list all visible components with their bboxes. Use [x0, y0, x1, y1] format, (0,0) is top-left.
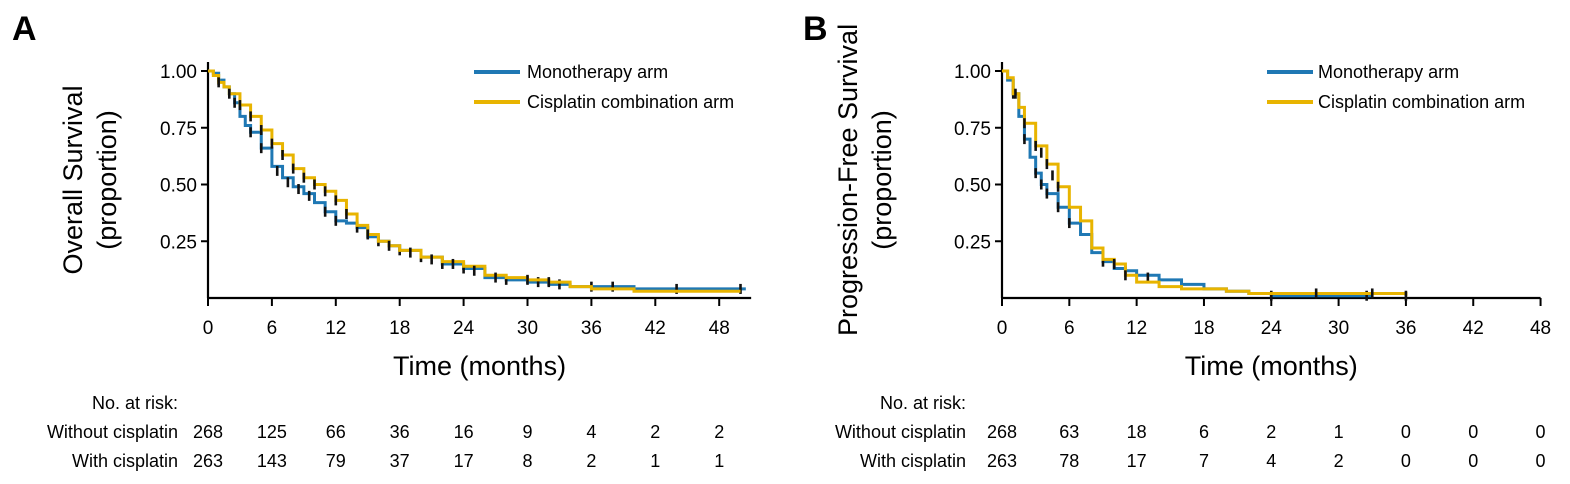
risk-value: 125	[257, 422, 287, 442]
x-axis-label: Time (months)	[1185, 351, 1358, 381]
x-tick-label: 42	[1463, 318, 1484, 339]
risk-value: 0	[1468, 422, 1478, 442]
risk-value: 0	[1536, 422, 1546, 442]
legend-label: Cisplatin combination arm	[527, 92, 734, 112]
risk-value: 18	[1127, 422, 1147, 442]
risk-row-label: With cisplatin	[72, 451, 178, 471]
risk-value: 17	[1127, 451, 1147, 471]
x-tick-label: 6	[267, 318, 278, 339]
risk-value: 268	[193, 422, 223, 442]
x-tick-label: 12	[1126, 318, 1147, 339]
risk-row-label: With cisplatin	[860, 451, 966, 471]
legend-label: Monotherapy arm	[1318, 62, 1459, 82]
x-tick-label: 30	[517, 318, 538, 339]
risk-value: 143	[257, 451, 287, 471]
legend-label: Cisplatin combination arm	[1318, 92, 1525, 112]
y-tick-label: 0.25	[160, 232, 197, 253]
y-axis-label-line: (proportion)	[92, 110, 122, 250]
x-tick-label: 0	[203, 318, 214, 339]
risk-row-label: Without cisplatin	[47, 422, 178, 442]
panel-letter-a: A	[12, 10, 37, 48]
risk-value: 0	[1401, 451, 1411, 471]
risk-value: 4	[1266, 451, 1276, 471]
risk-value: 36	[390, 422, 410, 442]
y-tick-label: 0.75	[954, 119, 991, 140]
x-tick-label: 6	[1064, 318, 1075, 339]
risk-value: 2	[1266, 422, 1276, 442]
y-axis-label-line: Overall Survival	[58, 85, 88, 274]
legend-label: Monotherapy arm	[527, 62, 668, 82]
risk-row-label: Without cisplatin	[835, 422, 966, 442]
risk-value: 66	[326, 422, 346, 442]
risk-value: 2	[714, 422, 724, 442]
risk-value: 37	[390, 451, 410, 471]
risk-value: 9	[522, 422, 532, 442]
y-tick-label: 0.75	[160, 119, 197, 140]
risk-table-header: No. at risk:	[880, 393, 966, 413]
x-tick-label: 18	[1193, 318, 1214, 339]
y-axis-label: Progression-Free Survival (proportion)	[833, 24, 897, 336]
x-tick-label: 36	[581, 318, 602, 339]
y-axis-label-line: Progression-Free Survival	[833, 24, 863, 336]
y-tick-label: 1.00	[954, 62, 991, 83]
x-tick-label: 48	[1530, 318, 1551, 339]
risk-value: 0	[1536, 451, 1546, 471]
risk-value: 1	[714, 451, 724, 471]
risk-value: 0	[1468, 451, 1478, 471]
risk-value: 7	[1199, 451, 1209, 471]
km-curve-cisplatin	[1002, 69, 1408, 296]
x-tick-label: 18	[389, 318, 410, 339]
x-tick-label: 36	[1395, 318, 1416, 339]
x-axis-label: Time (months)	[393, 351, 566, 381]
risk-value: 16	[454, 422, 474, 442]
risk-value: 0	[1401, 422, 1411, 442]
x-tick-label: 24	[453, 318, 475, 339]
risk-value: 2	[586, 451, 596, 471]
risk-value: 79	[326, 451, 346, 471]
x-tick-label: 48	[709, 318, 730, 339]
y-tick-label: 0.50	[160, 176, 197, 197]
risk-value: 263	[193, 451, 223, 471]
y-axis-label: Overall Survival (proportion)	[58, 85, 122, 274]
risk-value: 63	[1059, 422, 1079, 442]
risk-value: 4	[586, 422, 596, 442]
risk-value: 263	[987, 451, 1017, 471]
km-curve-cisplatin	[208, 69, 741, 293]
risk-value: 8	[522, 451, 532, 471]
y-axis-label-line: (proportion)	[867, 110, 897, 250]
y-tick-label: 1.00	[160, 62, 197, 83]
risk-value: 6	[1199, 422, 1209, 442]
x-tick-label: 42	[645, 318, 666, 339]
risk-value: 268	[987, 422, 1017, 442]
risk-value: 1	[1334, 422, 1344, 442]
panel-letter-b: B	[803, 10, 828, 48]
y-tick-label: 0.25	[954, 232, 991, 253]
y-tick-label: 0.50	[954, 176, 991, 197]
risk-value: 2	[650, 422, 660, 442]
x-tick-label: 12	[325, 318, 346, 339]
risk-value: 78	[1059, 451, 1079, 471]
x-tick-label: 0	[997, 318, 1008, 339]
x-tick-label: 24	[1261, 318, 1283, 339]
risk-value: 17	[454, 451, 474, 471]
risk-value: 1	[650, 451, 660, 471]
risk-table-header: No. at risk:	[92, 393, 178, 413]
x-tick-label: 30	[1328, 318, 1349, 339]
risk-value: 2	[1334, 451, 1344, 471]
